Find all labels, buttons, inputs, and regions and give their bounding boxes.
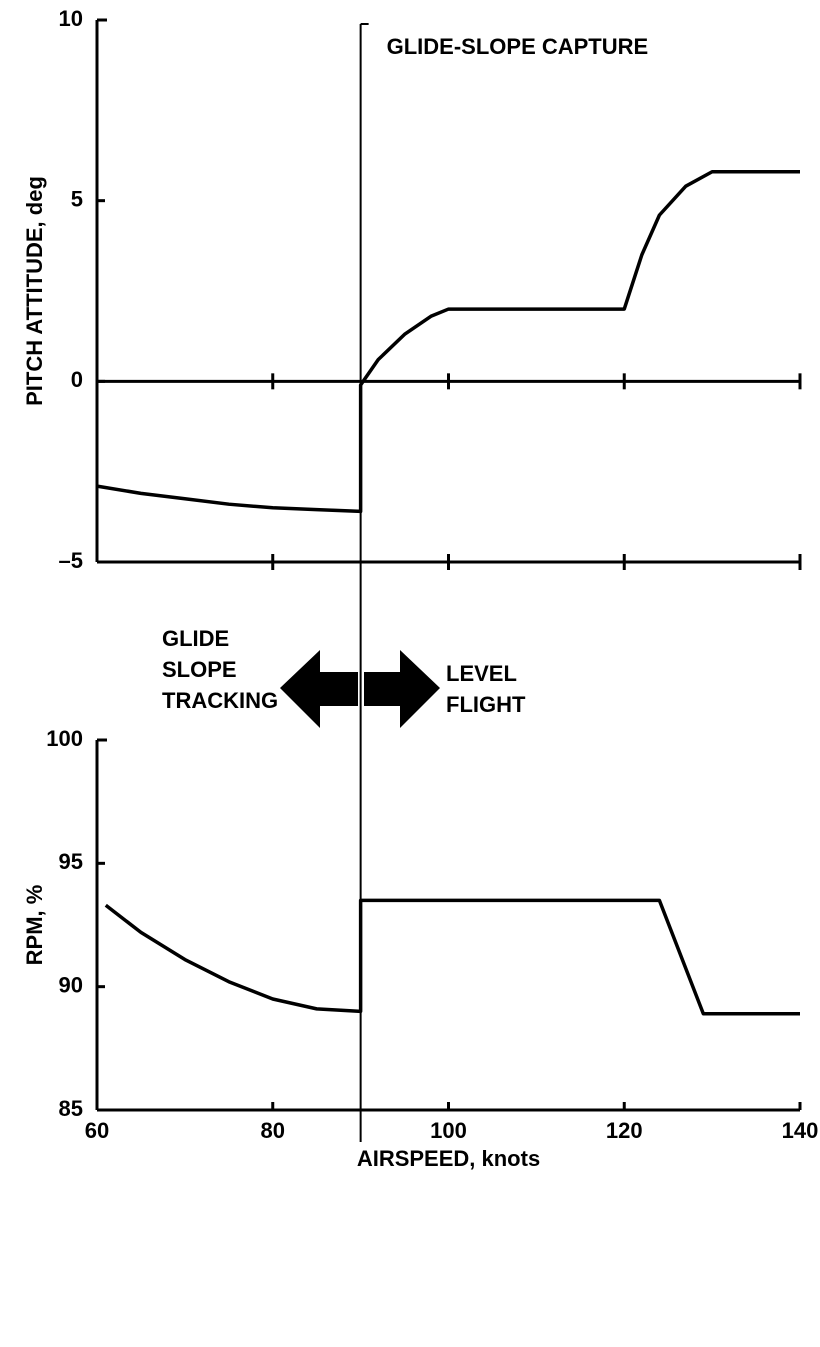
annotation: SLOPE <box>162 657 237 682</box>
y-axis-label: PITCH ATTITUDE, deg <box>22 176 47 406</box>
line <box>96 170 800 514</box>
y-axis-label: RPM, % <box>22 885 47 966</box>
left-arrow <box>280 650 358 728</box>
arrows <box>280 650 440 728</box>
y-tick-label: 0 <box>71 367 83 392</box>
annotation: GLIDE <box>162 626 229 651</box>
y-tick-label: 100 <box>46 726 83 751</box>
x-tick-label: 140 <box>782 1118 819 1143</box>
right-arrow <box>364 650 440 728</box>
y-tick-label: –5 <box>59 548 83 573</box>
x-axis-label: AIRSPEED, knots <box>357 1146 540 1171</box>
y-tick-label: 5 <box>71 186 83 211</box>
annotation: LEVEL <box>446 661 517 686</box>
y-tick-label: 95 <box>59 849 83 874</box>
x-tick-label: 120 <box>606 1118 643 1143</box>
y-tick-label: 85 <box>59 1096 83 1121</box>
x-tick-label: 60 <box>85 1118 109 1143</box>
annotation: TRACKING <box>162 688 278 713</box>
x-tick-label: 100 <box>430 1118 467 1143</box>
annotation: GLIDE-SLOPE CAPTURE <box>387 34 649 59</box>
line <box>104 898 800 1016</box>
x-tick-label: 80 <box>261 1118 285 1143</box>
y-tick-label: 90 <box>59 972 83 997</box>
y-tick-label: 10 <box>59 6 83 31</box>
annotation: FLIGHT <box>446 692 526 717</box>
